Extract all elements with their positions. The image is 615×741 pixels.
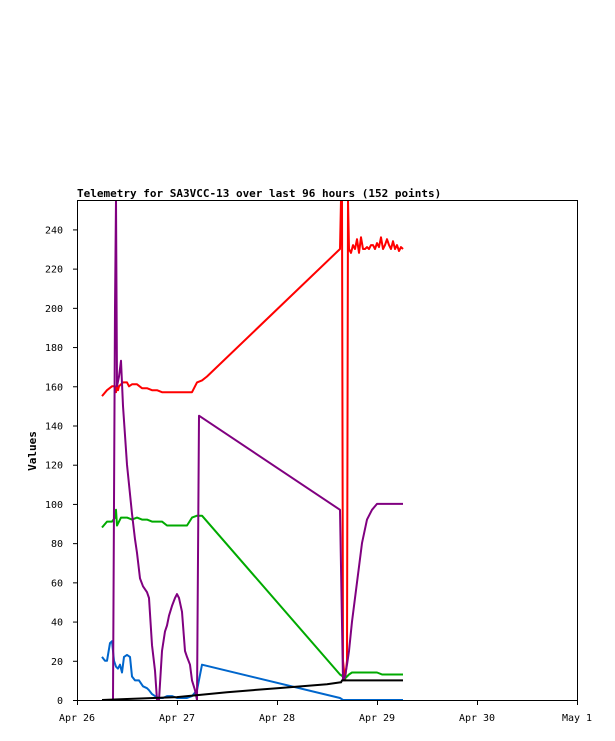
y-tick-label: 0 <box>57 696 63 707</box>
y-tick-label: 20 <box>51 657 63 668</box>
x-tick-label: Apr 30 <box>459 713 495 724</box>
x-tick-label: Apr 29 <box>359 713 395 724</box>
x-axis: Apr 26 Apr 27 Apr 28 Apr 29 Apr 30 May 1 <box>59 700 592 724</box>
y-tick-label: 80 <box>51 539 63 550</box>
series-line-2 <box>101 508 403 680</box>
y-tick-label: 160 <box>45 382 63 393</box>
y-tick-label: 60 <box>51 578 63 589</box>
series-line-4 <box>112 200 403 700</box>
y-tick-label: 200 <box>45 304 63 315</box>
x-tick-label: Apr 26 <box>59 713 95 724</box>
series-line-5 <box>101 679 403 700</box>
x-tick-label: May 1 <box>562 713 592 724</box>
y-tick-label: 220 <box>45 265 63 276</box>
x-tick-label: Apr 28 <box>259 713 295 724</box>
y-tick-label: 180 <box>45 343 63 354</box>
plot-frame <box>77 200 578 701</box>
y-axis-label: Values <box>26 431 39 471</box>
x-tick-label: Apr 27 <box>159 713 195 724</box>
series-line-3 <box>101 640 403 700</box>
y-tick-label: 140 <box>45 421 63 432</box>
y-tick-label: 240 <box>45 225 63 236</box>
y-axis: 0 20 40 60 80 100 120 140 160 180 200 220 240 <box>45 225 77 707</box>
plot-area <box>101 200 404 700</box>
y-tick-label: 120 <box>45 461 63 472</box>
y-tick-label: 100 <box>45 500 63 511</box>
series-line-1 <box>101 200 404 682</box>
y-tick-label: 40 <box>51 618 63 629</box>
chart-title: Telemetry for SA3VCC-13 over last 96 hou… <box>77 187 441 200</box>
